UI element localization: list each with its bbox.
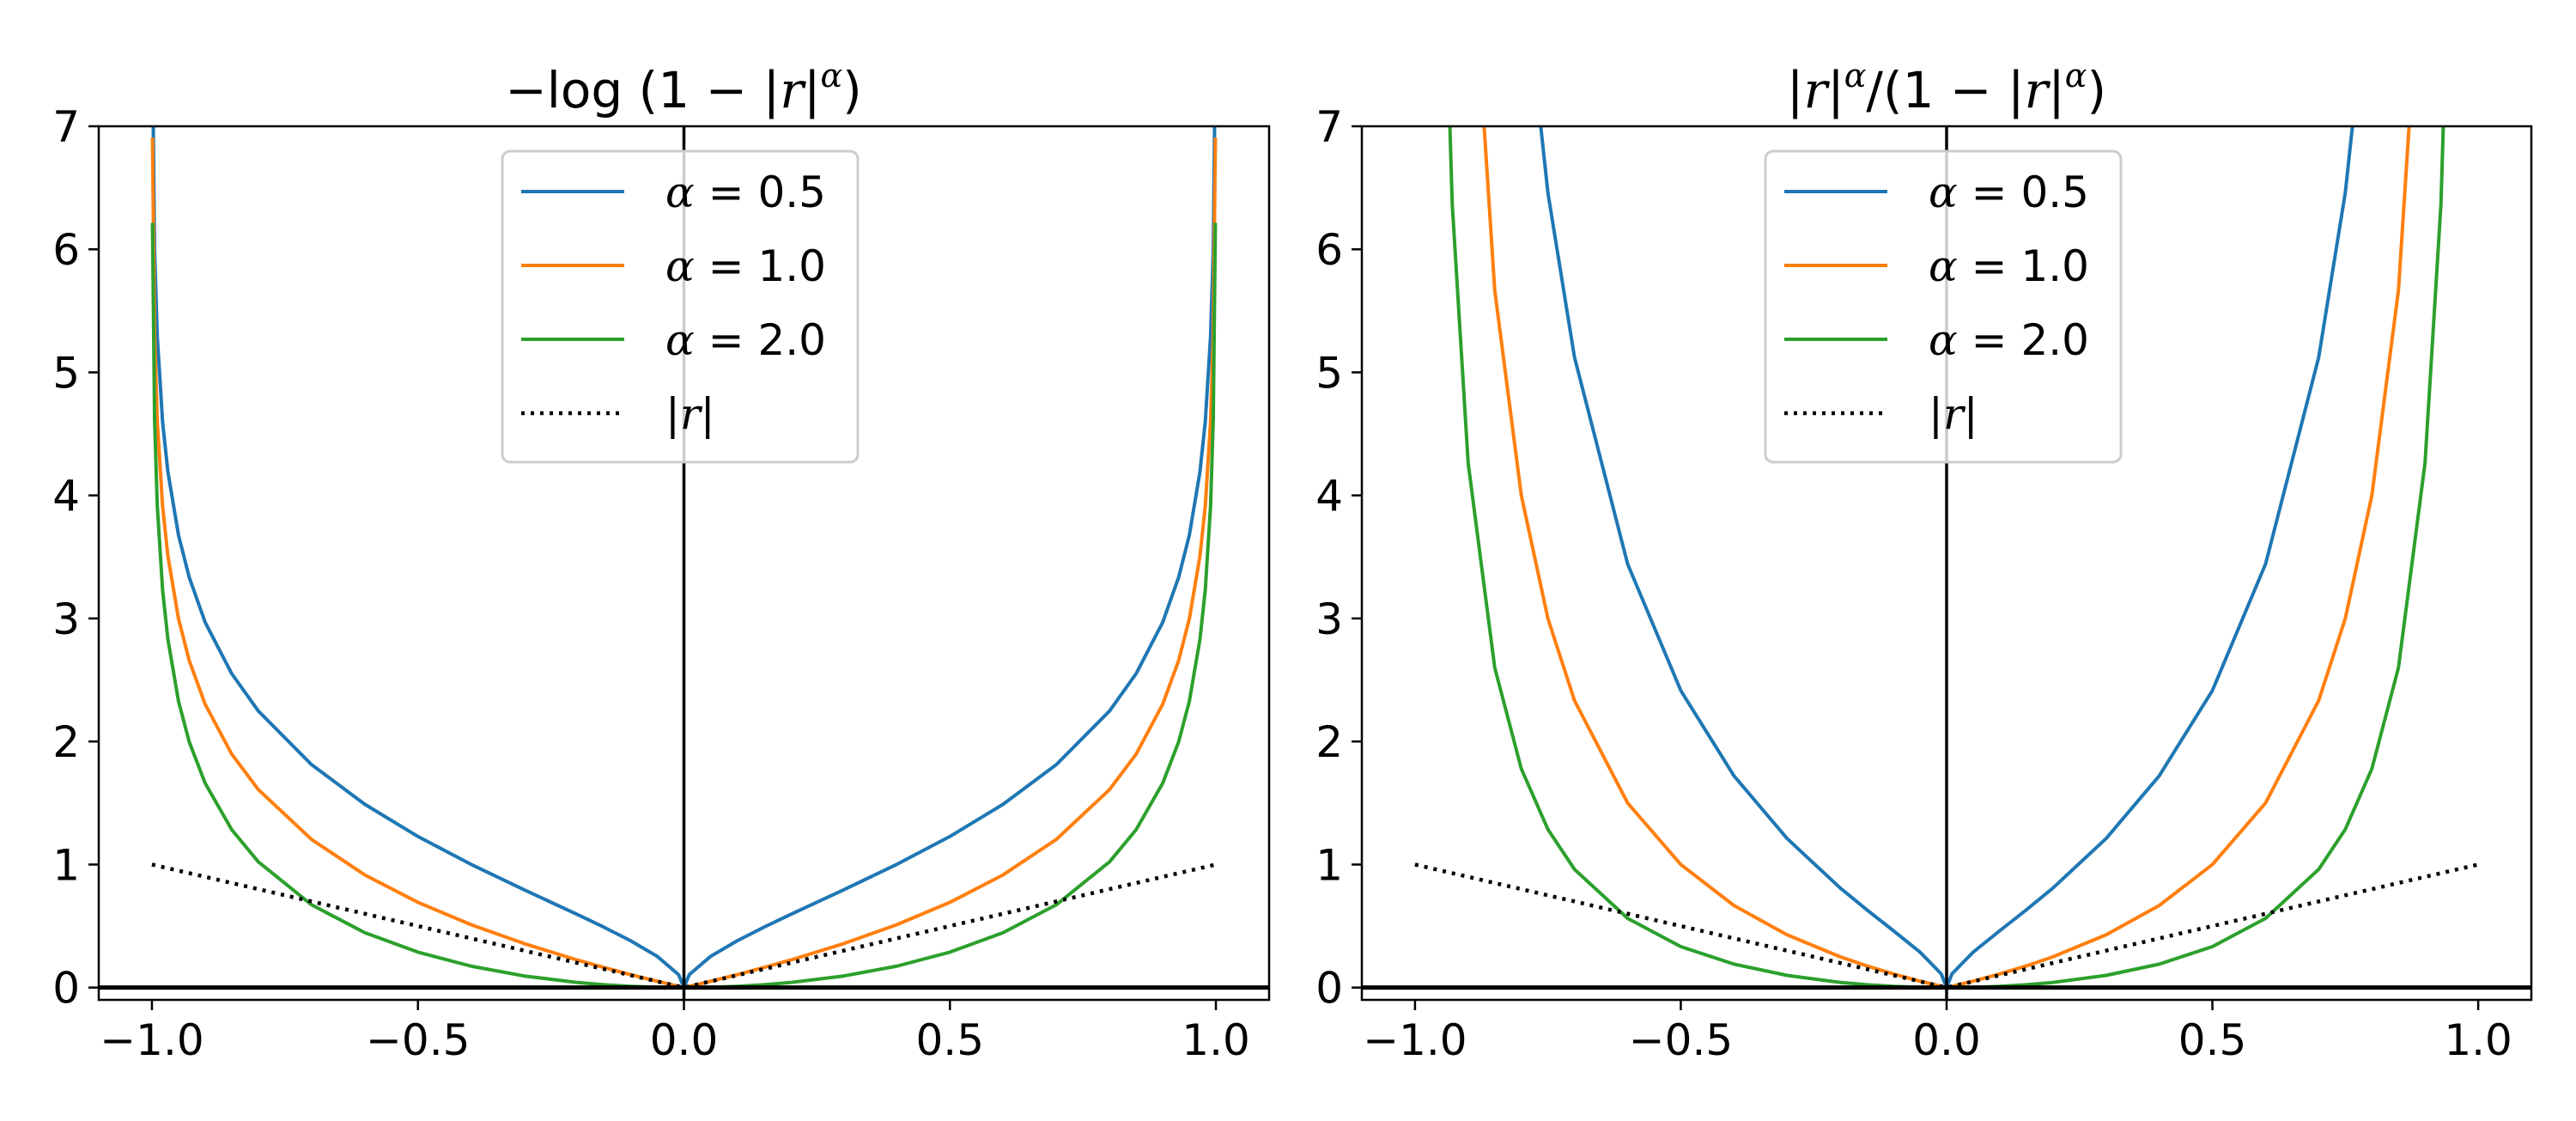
y-tick-label: 0 (1315, 964, 1343, 1014)
series-line-abs-r (151, 862, 1217, 990)
x-tick-label: −0.5 (366, 1015, 470, 1065)
x-tick-label: −0.5 (1629, 1015, 1733, 1065)
y-tick-label: 3 (52, 594, 80, 644)
y-tick-label: 2 (52, 717, 80, 767)
legend-frame (501, 149, 860, 464)
y-tick-label: 4 (52, 472, 80, 521)
y-tick-label: 6 (1315, 225, 1343, 275)
legend-label: α = 2.0 (665, 315, 826, 365)
right-panel-title: |r|α/(1 − |r|α) (1787, 57, 2106, 119)
x-tick-label: 0.0 (650, 1015, 719, 1065)
legend-label: |r| (1929, 389, 1978, 439)
legend: α = 0.5 α = 1.0 α = 2.0 |r| (1764, 149, 2123, 464)
y-tick-label: 5 (1315, 348, 1343, 398)
y-tick-label: 0 (52, 964, 80, 1014)
legend-label: α = 2.0 (1929, 315, 2089, 365)
y-tick-label: 3 (1315, 594, 1343, 644)
x-tick-label: −1.0 (1363, 1015, 1467, 1065)
left-panel-title: −log (1 − |r|α) (505, 57, 862, 119)
y-tick-label: 2 (1315, 717, 1343, 767)
series-line-abs-r (1414, 862, 2479, 990)
y-tick-label: 5 (52, 348, 80, 398)
y-tick-label: 1 (1315, 840, 1343, 890)
y-tick-label: 4 (1315, 472, 1343, 521)
x-tick-label: −1.0 (100, 1015, 204, 1065)
legend: α = 0.5 α = 1.0 α = 2.0 |r| (501, 149, 860, 464)
legend-label: α = 1.0 (665, 241, 826, 291)
y-tick-label: 7 (1315, 102, 1343, 152)
legend-label: α = 0.5 (665, 168, 826, 217)
legend-frame (1764, 149, 2123, 464)
y-tick-label: 7 (52, 102, 80, 152)
y-tick-label: 1 (52, 840, 80, 890)
legend-label: α = 1.0 (1929, 241, 2089, 291)
x-tick-label: 0.0 (1912, 1015, 1981, 1065)
legend-label: α = 0.5 (1929, 168, 2089, 217)
x-tick-label: 1.0 (1182, 1015, 1250, 1065)
x-tick-label: 1.0 (2444, 1015, 2512, 1065)
x-tick-label: 0.5 (916, 1015, 985, 1065)
x-tick-label: 0.5 (2178, 1015, 2247, 1065)
legend-label: |r| (665, 389, 715, 439)
y-tick-label: 6 (52, 225, 80, 275)
